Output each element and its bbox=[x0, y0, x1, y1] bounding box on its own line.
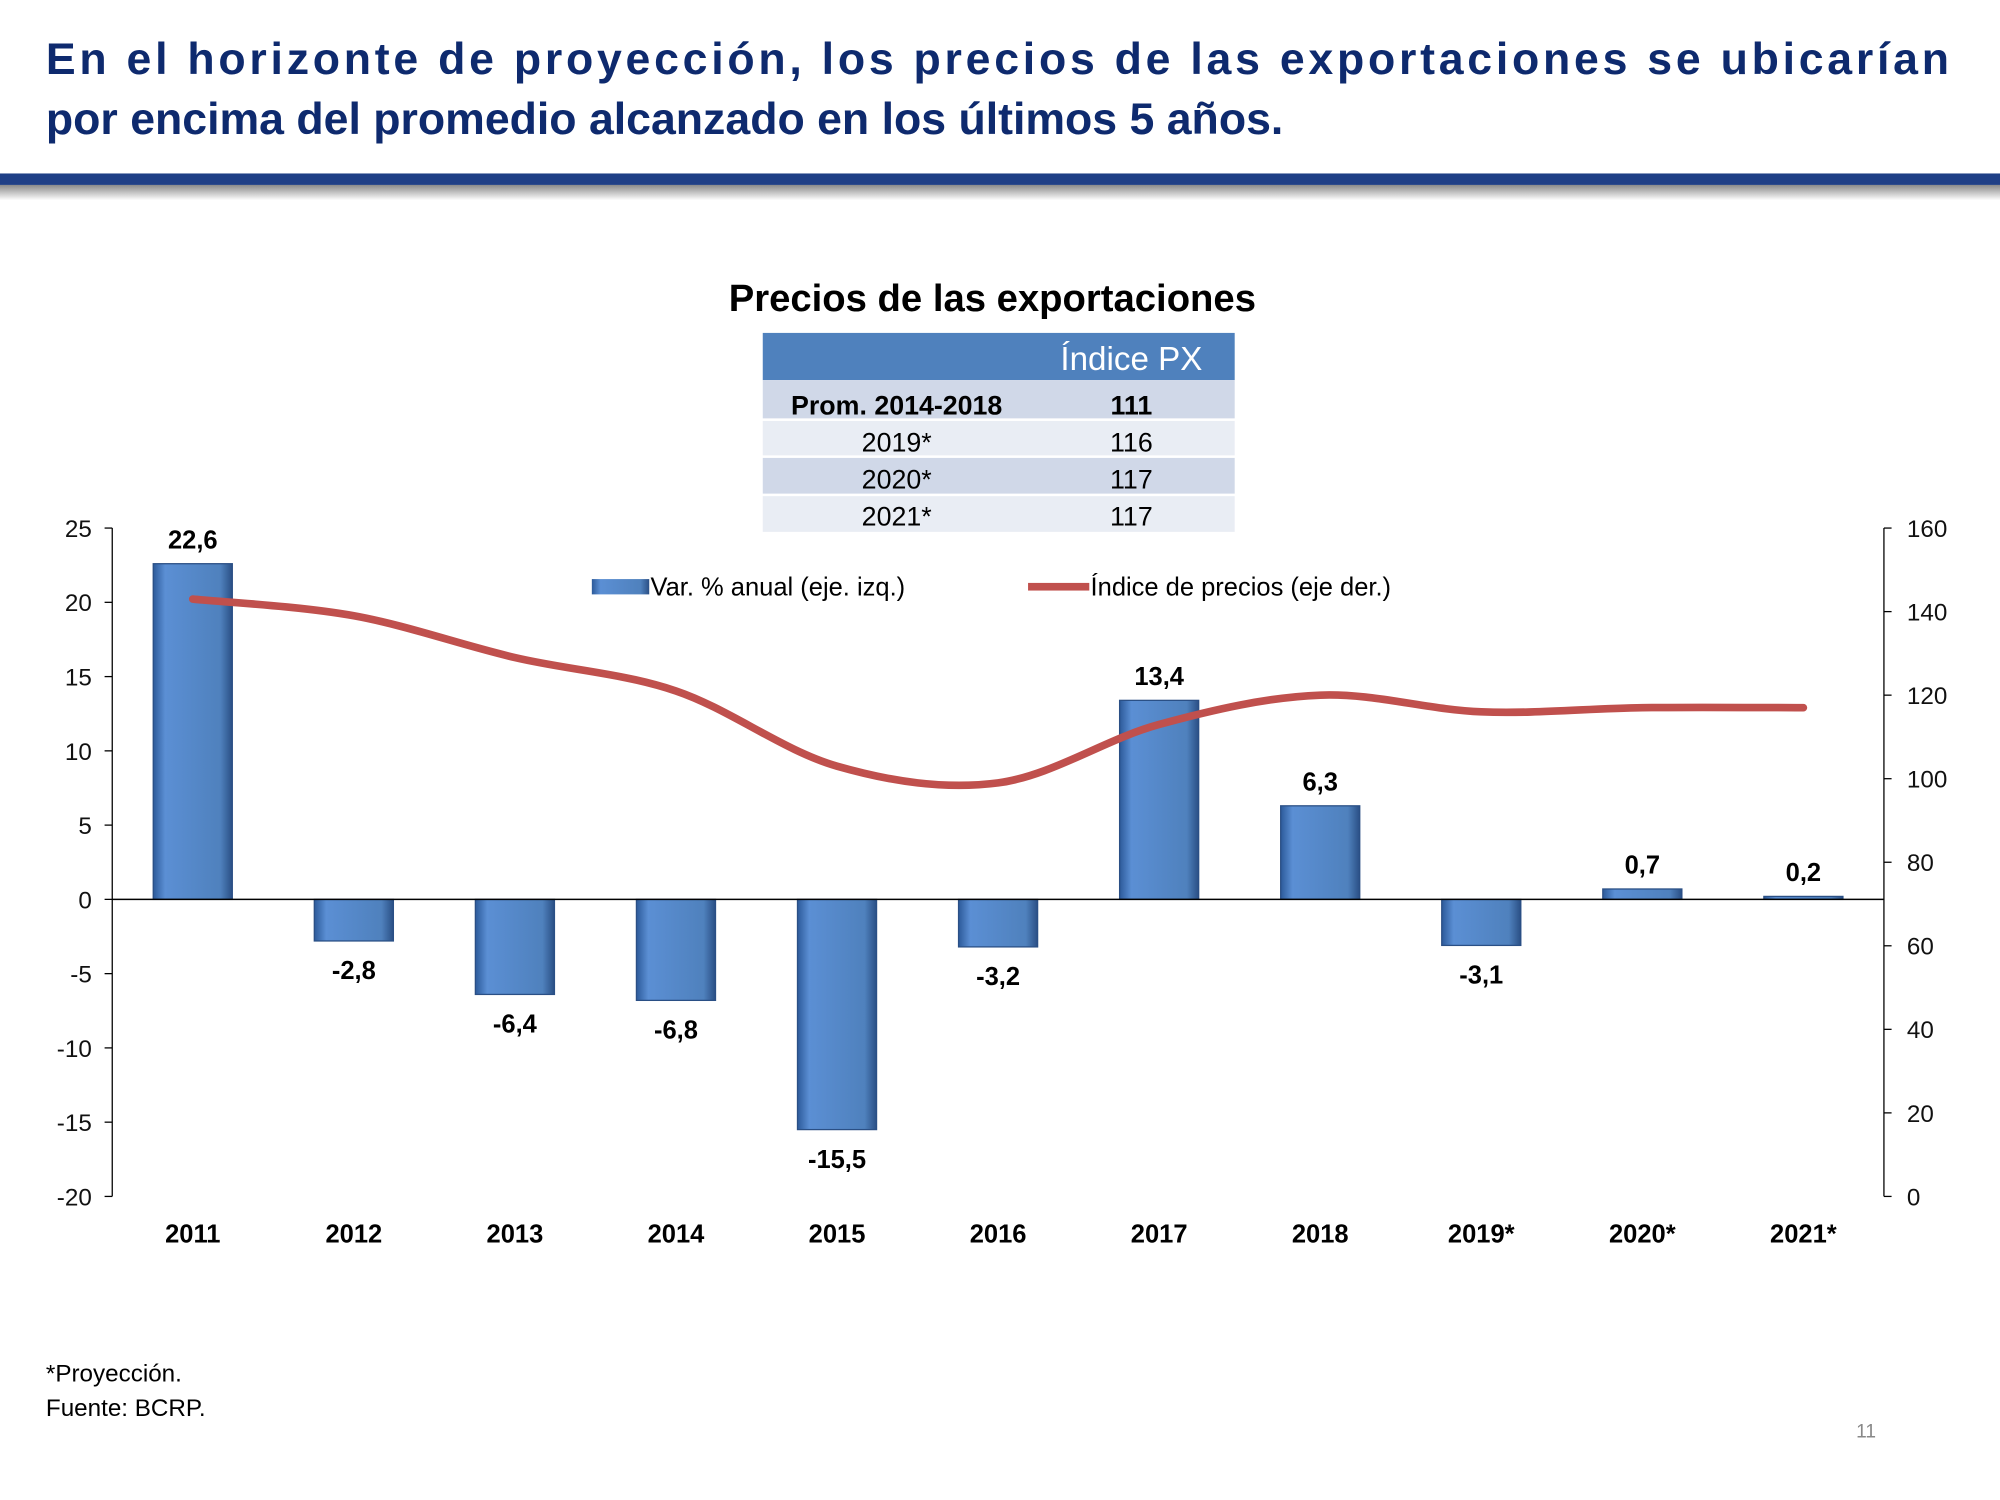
right-axis-tick-label: 100 bbox=[1907, 767, 1947, 794]
right-axis-tick-label: 160 bbox=[1907, 516, 1947, 543]
left-axis-tick-label: 15 bbox=[65, 665, 92, 692]
left-axis-tick-label: 5 bbox=[78, 813, 91, 840]
bar-data-label: -3,1 bbox=[1459, 962, 1503, 990]
table-row-value: 117 bbox=[1110, 465, 1153, 495]
bar-2012 bbox=[313, 898, 395, 942]
bar-data-label: -2,8 bbox=[332, 957, 376, 985]
index-table: Índice PX Prom. 2014-2018 111 2019* 116 … bbox=[762, 332, 1235, 532]
table-header: Índice PX bbox=[1060, 341, 1202, 378]
x-axis-label: 2013 bbox=[487, 1220, 544, 1248]
bar-2018 bbox=[1280, 805, 1361, 901]
plot-area: 2520151050-5-10-15-201601401201008060402… bbox=[57, 516, 1947, 1248]
header-divider bbox=[0, 173, 2000, 185]
x-axis-label: 2012 bbox=[325, 1220, 382, 1248]
right-axis-tick-label: 20 bbox=[1907, 1101, 1934, 1128]
x-axis-label: 2016 bbox=[970, 1220, 1027, 1248]
source-note: Fuente: BCRP. bbox=[46, 1395, 206, 1422]
x-axis-label: 2011 bbox=[165, 1220, 220, 1248]
x-axis-label: 2018 bbox=[1292, 1220, 1349, 1248]
legend-bar-swatch bbox=[591, 579, 650, 595]
table-row-label: 2019* bbox=[862, 428, 932, 458]
bar-data-label: 0,7 bbox=[1625, 852, 1660, 880]
bar-data-label: 6,3 bbox=[1302, 768, 1337, 796]
bar-2016 bbox=[957, 898, 1039, 948]
x-axis-label: 2020* bbox=[1609, 1220, 1676, 1248]
left-axis-tick-label: 10 bbox=[65, 739, 92, 766]
slide-title-line1: En el horizonte de proyección, los preci… bbox=[46, 35, 1949, 84]
x-axis-label: 2015 bbox=[809, 1220, 866, 1248]
table-row-label: Prom. 2014-2018 bbox=[791, 391, 1002, 421]
page-number: 11 bbox=[1856, 1421, 1876, 1442]
x-axis-label: 2017 bbox=[1131, 1220, 1188, 1248]
bar-data-label: -3,2 bbox=[976, 963, 1020, 991]
chart-title: Precios de las exportaciones bbox=[729, 277, 1256, 320]
right-axis-tick-label: 0 bbox=[1907, 1184, 1920, 1211]
x-axis-label: 2021* bbox=[1770, 1220, 1837, 1248]
bar-data-label: 13,4 bbox=[1134, 663, 1184, 691]
bar-data-label: 22,6 bbox=[168, 526, 218, 554]
header-divider-shadow bbox=[0, 184, 2000, 201]
footnote: *Proyección. bbox=[46, 1360, 182, 1387]
left-axis-tick-label: 25 bbox=[65, 516, 92, 543]
left-axis-tick-label: -15 bbox=[57, 1110, 92, 1137]
left-axis-tick-label: -10 bbox=[57, 1036, 92, 1063]
bar-2020* bbox=[1602, 888, 1683, 901]
table-row-value: 117 bbox=[1110, 502, 1153, 532]
bar-data-label: -6,8 bbox=[654, 1017, 698, 1045]
bar-2013 bbox=[474, 898, 556, 996]
left-axis-tick-label: -5 bbox=[70, 962, 92, 989]
x-axis-label: 2014 bbox=[648, 1220, 706, 1248]
legend-bar-label: Var. % anual (eje. izq.) bbox=[651, 574, 906, 602]
right-axis-tick-label: 80 bbox=[1907, 850, 1934, 877]
left-axis-tick-label: -20 bbox=[57, 1184, 92, 1211]
bar-data-label: -15,5 bbox=[808, 1146, 866, 1174]
legend-line-swatch bbox=[1028, 582, 1090, 591]
table-row-label: 2020* bbox=[862, 465, 932, 495]
bar-data-label: 0,2 bbox=[1786, 859, 1821, 887]
legend-line-label: Índice de precios (eje der.) bbox=[1091, 573, 1392, 602]
right-axis-tick-label: 60 bbox=[1907, 934, 1934, 961]
right-axis-tick-label: 40 bbox=[1907, 1017, 1934, 1044]
bar-2011 bbox=[152, 563, 233, 901]
legend: Var. % anual (eje. izq.) Índice de preci… bbox=[591, 573, 1392, 602]
table-row-value: 116 bbox=[1110, 428, 1153, 458]
right-axis-tick-label: 120 bbox=[1907, 683, 1947, 710]
bar-2014 bbox=[635, 898, 717, 1002]
x-axis-label: 2019* bbox=[1448, 1220, 1515, 1248]
left-axis-tick-label: 20 bbox=[65, 590, 92, 617]
right-axis-tick-label: 140 bbox=[1907, 600, 1947, 627]
table-row-value: 111 bbox=[1111, 391, 1153, 421]
price-index-line bbox=[188, 595, 1808, 790]
bar-2019* bbox=[1441, 898, 1522, 947]
left-axis-tick-label: 0 bbox=[78, 887, 91, 914]
bar-data-label: -6,4 bbox=[493, 1011, 538, 1039]
bar-2015 bbox=[796, 898, 878, 1131]
slide-title-line2: por encima del promedio alcanzado en los… bbox=[46, 95, 1283, 144]
table-row-label: 2021* bbox=[862, 502, 932, 532]
